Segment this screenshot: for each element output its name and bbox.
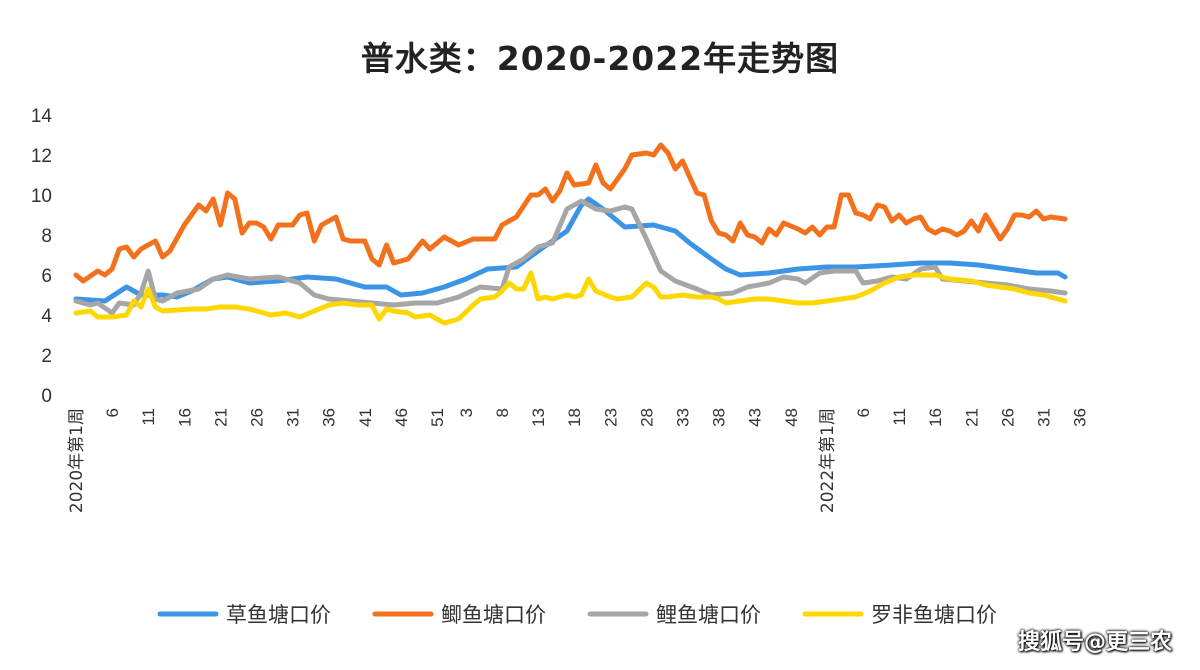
series-line-3 bbox=[73, 198, 1068, 316]
legend-label-2: 鲫鱼塘口价 bbox=[441, 603, 546, 627]
legend: 草鱼塘口价 鲫鱼塘口价 鲤鱼塘口价 罗非鱼塘口价 bbox=[157, 603, 997, 627]
y-tick-label: 2 bbox=[41, 346, 52, 367]
x-axis-ticks: 2020年第1周 6 11 16 21 26 31 36 41 46 51 3 8 13 18 23 28 33 3… bbox=[67, 408, 1090, 513]
y-tick-label: 14 bbox=[31, 106, 53, 127]
x-tick-label: 6 bbox=[103, 408, 122, 417]
x-tick-label: 8 bbox=[493, 408, 512, 417]
series-line-4 bbox=[73, 270, 1068, 326]
series-line-2 bbox=[73, 142, 1068, 284]
y-tick-label: 10 bbox=[31, 186, 52, 207]
y-tick-label: 12 bbox=[31, 146, 52, 167]
x-tick-label: 6 bbox=[854, 408, 873, 417]
x-tick-label: 28 bbox=[637, 408, 656, 427]
x-tick-label: 21 bbox=[211, 408, 230, 427]
legend-label-4: 罗非鱼塘口价 bbox=[871, 603, 997, 627]
x-tick-label: 26 bbox=[248, 408, 267, 427]
series-lines bbox=[73, 142, 1068, 326]
x-tick-label: 51 bbox=[428, 408, 447, 427]
x-tick-label: 3 bbox=[457, 408, 476, 417]
x-tick-label: 36 bbox=[1071, 408, 1090, 427]
x-tick-label: 48 bbox=[782, 408, 801, 427]
x-tick-label: 18 bbox=[565, 408, 584, 427]
x-tick-label: 31 bbox=[284, 408, 303, 427]
watermark: 搜狐号@更三农 bbox=[1017, 630, 1172, 655]
y-axis-ticks: 0 2 4 6 8 10 12 14 bbox=[31, 106, 53, 407]
x-tick-label: 33 bbox=[673, 408, 692, 427]
x-tick-label: 16 bbox=[175, 408, 194, 427]
x-tick-label: 23 bbox=[601, 408, 620, 427]
x-tick-label: 13 bbox=[529, 408, 548, 427]
x-tick-label: 21 bbox=[962, 408, 981, 427]
x-tick-label: 11 bbox=[139, 408, 158, 426]
y-tick-label: 0 bbox=[41, 386, 52, 407]
x-tick-label: 26 bbox=[998, 408, 1017, 427]
y-tick-label: 6 bbox=[41, 266, 52, 287]
x-tick-label: 36 bbox=[320, 408, 339, 427]
x-tick-label: 16 bbox=[926, 408, 945, 427]
x-tick-label: 46 bbox=[392, 408, 411, 427]
y-tick-label: 8 bbox=[41, 226, 52, 247]
x-tick-label: 11 bbox=[890, 408, 909, 426]
x-tick-label: 43 bbox=[746, 408, 765, 427]
y-tick-label: 4 bbox=[41, 306, 52, 327]
x-tick-label: 38 bbox=[710, 408, 729, 427]
legend-label-3: 鲤鱼塘口价 bbox=[656, 603, 761, 627]
legend-label-1: 草鱼塘口价 bbox=[226, 603, 331, 627]
x-tick-label: 31 bbox=[1034, 408, 1053, 427]
x-tick-label: 2022年第1周 bbox=[818, 408, 838, 513]
x-tick-label: 2020年第1周 bbox=[67, 408, 87, 513]
x-tick-label: 41 bbox=[356, 408, 375, 427]
chart-title: 普水类：2020-2022年走势图 bbox=[360, 39, 840, 78]
